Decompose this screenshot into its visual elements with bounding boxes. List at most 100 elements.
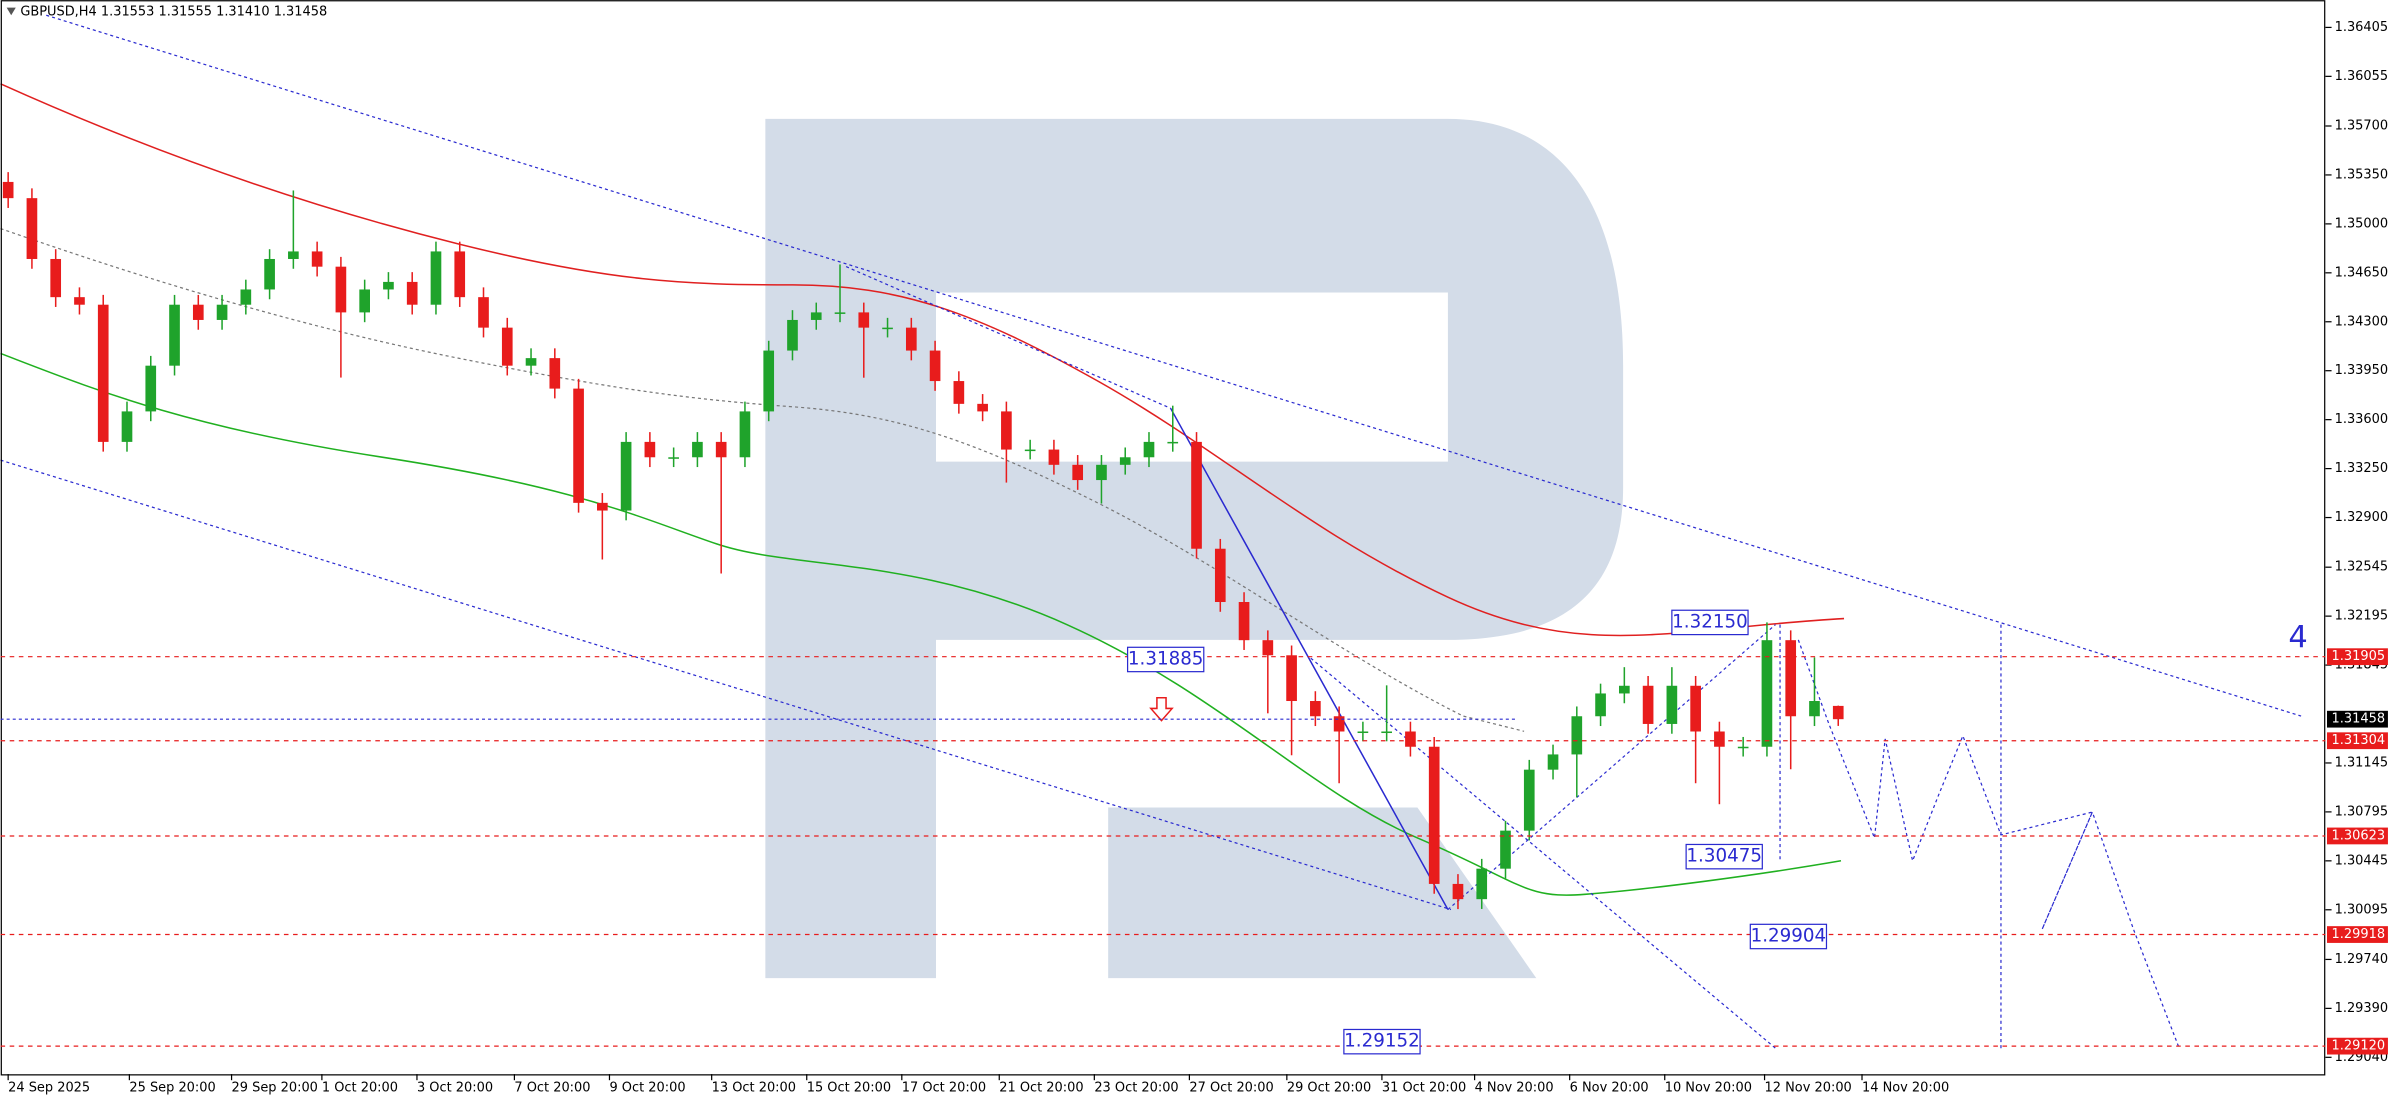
candle-body [406,281,418,305]
y-tick-label: 1.30095 [2335,902,2389,917]
y-tick-label: 1.34650 [2335,265,2389,280]
trend-lines [0,14,2302,1049]
x-tick-label: 27 Oct 20:00 [1189,1080,1273,1095]
candle-body [1119,457,1131,465]
x-tick-label: 17 Oct 20:00 [902,1080,986,1095]
candle-body [1690,685,1701,732]
level-label-bg [2326,1037,2388,1055]
annotation-label: 1.29152 [1344,1031,1420,1052]
candle-body [1523,769,1535,831]
candle-body [1381,731,1392,734]
x-tick-label: 12 Nov 20:00 [1765,1080,1852,1095]
y-tick-label: 1.36055 [2335,69,2389,84]
candle-body [929,350,941,382]
candle-body [668,457,679,459]
candle-body [763,350,775,412]
candle-body [501,327,513,366]
candle-body [953,381,965,404]
wave-line [1169,407,1449,910]
candle-body [692,441,703,458]
candle-body [1832,705,1844,720]
candle-body [977,403,988,412]
candle-body [50,258,62,298]
x-tick-label: 3 Oct 20:00 [417,1080,493,1095]
candle-body [1547,754,1559,770]
candle-body [454,251,466,298]
candle-body [169,304,180,366]
candle-body [121,411,133,442]
x-tick-label: 15 Oct 20:00 [807,1080,891,1095]
x-tick-label: 13 Oct 20:00 [712,1080,796,1095]
candle-body [26,198,38,259]
candle-body [1333,716,1345,732]
x-tick-label: 7 Oct 20:00 [514,1080,590,1095]
level-label: 1.30623 [2332,828,2386,843]
level-label: 1.31304 [2332,733,2386,748]
candle-body [311,251,323,267]
annotation-label: 1.31885 [1128,648,1204,669]
trend-line [845,266,1171,409]
candle-body [1619,685,1630,694]
candle-body [1428,746,1440,884]
candle-body [1785,640,1797,717]
candle-body [430,251,442,305]
current-price-label: 1.31458 [2332,712,2386,727]
candle-body [1666,685,1678,724]
candle-body [1096,464,1107,481]
annotation-box [1685,843,1763,870]
candle-body [1809,701,1820,717]
candle-body [1167,441,1179,444]
level-label-bg [2326,926,2388,943]
candle-body [1452,883,1464,900]
candle-body [810,312,822,320]
candle-body [1714,731,1725,747]
candle-body [1286,655,1297,702]
candle-body [1761,640,1773,747]
candle-body [1048,449,1060,465]
candle-body [1737,746,1749,749]
level-label: 1.29120 [2332,1039,2386,1054]
level-label-bg [2326,648,2388,666]
x-tick-label: 9 Oct 20:00 [609,1080,685,1095]
annotation-label: 1.30475 [1686,846,1762,867]
candle-body [1476,868,1488,900]
level-label: 1.29918 [2332,927,2386,942]
candle-body [1072,464,1084,481]
annotation-label: 1.29904 [1751,925,1827,946]
candle-body [97,304,109,442]
candle-body [1405,731,1416,747]
candle-body [1357,731,1369,734]
candle-body [1024,449,1036,452]
candle-body [1191,441,1202,549]
candle-body [240,289,252,305]
y-tick-label: 1.35350 [2335,167,2389,182]
y-tick-label: 1.33950 [2335,363,2389,378]
candle-body [1642,685,1654,724]
ma-green [0,352,1842,896]
trend-line [1447,624,1776,911]
candle-body [335,266,347,313]
candle-body [644,441,656,458]
y-tick-label: 1.32195 [2335,609,2389,624]
wave-label: 4 [2288,620,2307,655]
level-label: 1.31905 [2332,649,2386,664]
candle-body [1571,716,1583,755]
x-tick-label: 24 Sep 2025 [8,1080,90,1095]
annotation-box [1126,646,1205,673]
candle-body [905,327,917,351]
y-tick-label: 1.30795 [2335,804,2389,819]
candle-body [288,251,299,259]
y-tick-label: 1.34300 [2335,314,2389,329]
current-price-bg [2326,710,2388,728]
plot-border [0,0,2326,1076]
candle-body [216,304,228,320]
x-tick-label: 10 Nov 20:00 [1665,1080,1752,1095]
y-tick-label: 1.33600 [2335,412,2389,427]
annotation-box [1671,609,1749,636]
candle-body [264,258,275,290]
x-tick-label: 1 Oct 20:00 [322,1080,398,1095]
candle-body [834,312,846,314]
x-tick-label: 29 Sep 20:00 [232,1080,318,1095]
annotation-label: 1.32150 [1672,611,1748,632]
candle-body [739,411,751,458]
